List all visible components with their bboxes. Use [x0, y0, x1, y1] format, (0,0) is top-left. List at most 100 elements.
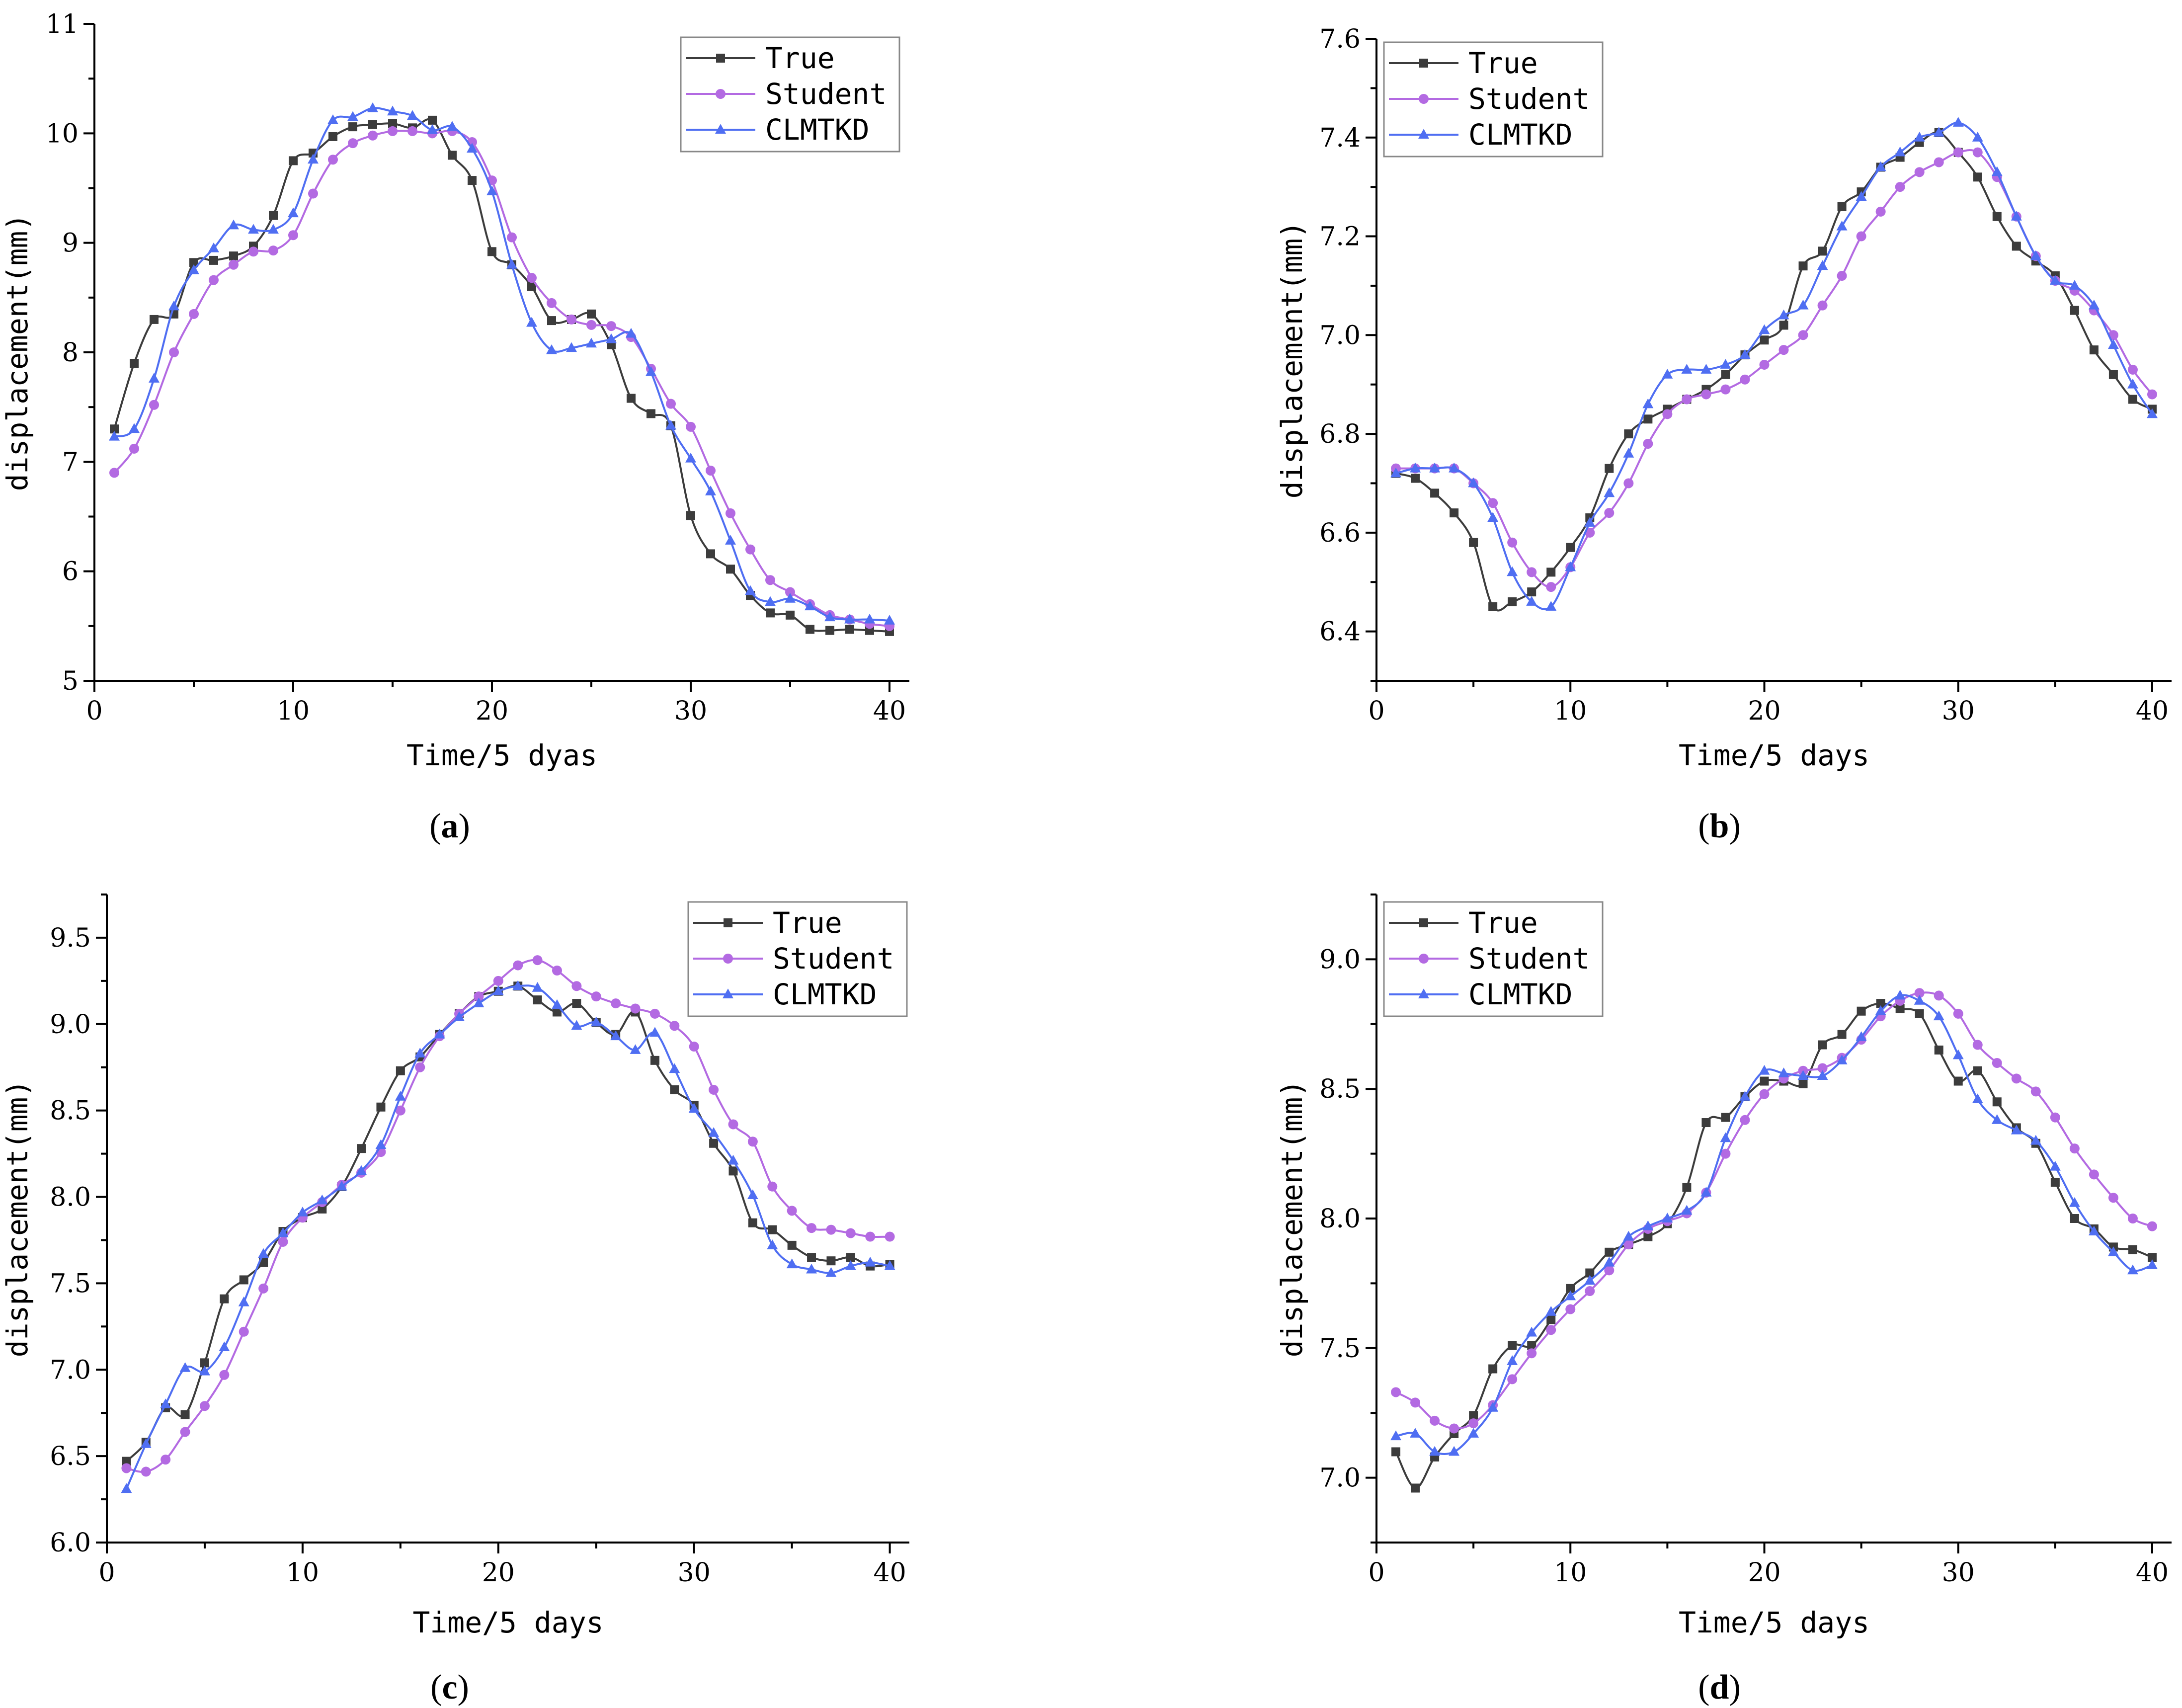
- data-point: [348, 138, 358, 149]
- data-point: [141, 1466, 151, 1477]
- data-point: [229, 251, 238, 261]
- data-point: [1934, 990, 1944, 1001]
- y-tick-label: 11: [46, 9, 79, 39]
- legend-label: CLMTKD: [1468, 977, 1573, 1011]
- data-point: [1972, 1093, 1983, 1104]
- data-point: [1818, 246, 1827, 256]
- data-point: [1508, 597, 1517, 606]
- x-tick-label: 30: [1942, 696, 1975, 726]
- data-point: [149, 400, 159, 410]
- data-point: [1410, 462, 1421, 473]
- data-point: [2127, 364, 2138, 375]
- x-tick-label: 30: [678, 1558, 711, 1588]
- data-point: [1721, 370, 1730, 379]
- data-point: [647, 409, 655, 418]
- data-point: [1972, 132, 1983, 142]
- data-point: [1798, 1079, 1808, 1088]
- series-true: [122, 981, 894, 1466]
- data-point: [507, 232, 517, 243]
- data-point: [2127, 1264, 2138, 1275]
- y-tick-label: 6.5: [50, 1442, 91, 1471]
- data-point: [1856, 1031, 1867, 1041]
- data-point: [277, 1227, 289, 1237]
- y-tick-label: 6.4: [1319, 617, 1361, 647]
- data-point: [669, 1021, 680, 1031]
- x-tick-label: 10: [286, 1558, 319, 1588]
- data-point: [1700, 364, 1712, 374]
- data-point: [650, 1056, 659, 1065]
- x-tick-label: 0: [1368, 696, 1384, 726]
- data-point: [1856, 191, 1867, 201]
- data-point: [1546, 1325, 1556, 1335]
- data-point: [1836, 1055, 1848, 1064]
- data-point: [1584, 517, 1596, 527]
- data-point: [807, 1253, 816, 1262]
- data-point: [1914, 995, 1925, 1005]
- data-point: [467, 143, 478, 153]
- legend-marker: [1419, 94, 1429, 104]
- data-point: [669, 1063, 680, 1073]
- data-point: [1605, 464, 1614, 473]
- data-point: [2088, 1225, 2100, 1236]
- data-point: [885, 1231, 895, 1242]
- data-point: [1469, 1411, 1478, 1420]
- legend-marker: [1419, 918, 1428, 927]
- legend-label: True: [773, 906, 842, 940]
- data-point: [368, 120, 377, 129]
- data-point: [1739, 1091, 1751, 1101]
- x-tick-label: 30: [674, 696, 707, 726]
- data-point: [1817, 260, 1828, 270]
- legend-marker: [723, 988, 733, 998]
- data-point: [1662, 1213, 1673, 1222]
- y-axis-title: displacement(mm): [1275, 221, 1309, 499]
- data-point: [1604, 508, 1615, 518]
- data-point: [269, 211, 278, 220]
- data-point: [121, 1483, 132, 1493]
- data-point: [2069, 1197, 2080, 1207]
- y-tick-label: 7.2: [1319, 222, 1361, 252]
- data-point: [1468, 1418, 1479, 1429]
- data-point: [767, 1239, 778, 1249]
- data-point: [1875, 206, 1886, 217]
- data-point: [1914, 988, 1925, 998]
- data-point: [864, 613, 875, 624]
- data-point: [1468, 1428, 1479, 1438]
- data-point: [768, 1225, 777, 1234]
- data-point: [748, 1218, 757, 1227]
- y-tick-label: 6.6: [1319, 518, 1361, 548]
- data-point: [1469, 538, 1478, 547]
- x-tick-label: 0: [1368, 1558, 1384, 1588]
- data-point: [1952, 1049, 1964, 1059]
- data-point: [356, 1165, 367, 1175]
- data-point: [826, 1256, 836, 1266]
- data-point: [1507, 1374, 1518, 1384]
- data-point: [2089, 345, 2099, 355]
- y-tick-label: 9.0: [50, 1010, 91, 1040]
- data-point: [1973, 172, 1982, 182]
- data-point: [646, 366, 656, 376]
- data-point: [1837, 271, 1847, 281]
- data-point: [447, 121, 458, 131]
- data-point: [122, 1457, 131, 1466]
- panel-caption: (b): [1698, 807, 1741, 845]
- data-point: [473, 997, 485, 1008]
- data-point: [1449, 462, 1460, 473]
- x-tick-label: 40: [874, 1558, 906, 1588]
- y-tick-label: 6: [62, 557, 79, 587]
- data-point: [1545, 601, 1557, 611]
- data-point: [728, 1166, 738, 1176]
- y-tick-label: 9: [62, 229, 79, 258]
- data-point: [765, 596, 776, 606]
- data-point: [1817, 300, 1828, 311]
- data-point: [1701, 1118, 1711, 1128]
- y-tick-label: 7.6: [1319, 24, 1361, 54]
- data-point: [728, 1119, 738, 1130]
- data-point: [1895, 182, 1905, 192]
- data-point: [552, 966, 562, 976]
- data-point: [199, 1401, 210, 1411]
- data-point: [670, 1085, 679, 1094]
- data-point: [825, 626, 834, 635]
- data-point: [348, 122, 357, 132]
- series-student: [1391, 988, 2157, 1434]
- data-point: [532, 955, 543, 966]
